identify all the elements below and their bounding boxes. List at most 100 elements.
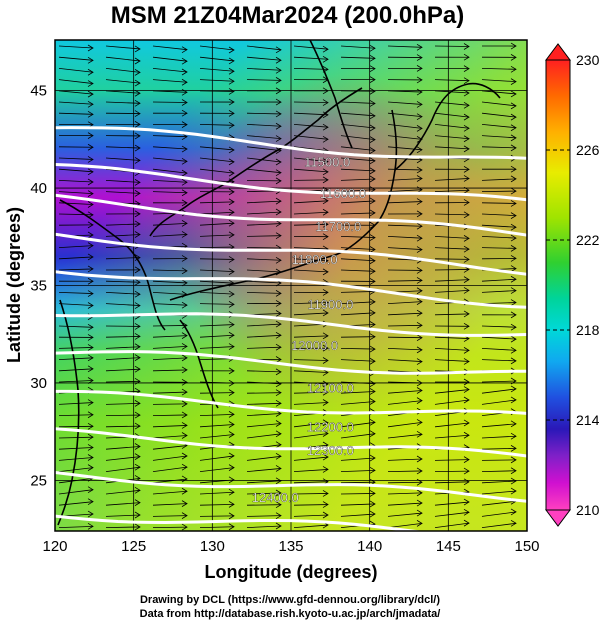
wind-arrow bbox=[434, 112, 470, 118]
wind-arrowhead bbox=[275, 522, 282, 530]
wind-arrowhead bbox=[510, 134, 517, 142]
x-axis-ticks: 120 125 130 135 140 145 150 bbox=[42, 538, 539, 555]
wind-arrowhead bbox=[275, 290, 282, 297]
wind-arrowhead bbox=[510, 90, 517, 98]
wind-arrow bbox=[152, 325, 188, 327]
wind-arrowhead bbox=[181, 178, 188, 186]
wind-arrowhead bbox=[181, 145, 188, 153]
wind-arrowhead bbox=[463, 519, 470, 527]
contour-line bbox=[55, 471, 527, 503]
wind-arrow bbox=[340, 291, 376, 293]
wind-arrow bbox=[199, 146, 235, 151]
wind-arrow bbox=[58, 45, 94, 49]
wind-arrow bbox=[152, 292, 188, 295]
wind-arrow bbox=[246, 124, 282, 127]
colorbar-scale bbox=[545, 59, 571, 511]
wind-arrowhead bbox=[228, 256, 235, 263]
wind-arrowhead bbox=[228, 169, 235, 177]
wind-arrowhead bbox=[181, 109, 188, 117]
wind-arrowhead bbox=[510, 144, 517, 152]
wind-arrowhead bbox=[510, 234, 517, 242]
wind-arrow bbox=[58, 477, 94, 484]
wind-arrow bbox=[293, 146, 329, 152]
wind-arrow bbox=[105, 380, 141, 383]
wind-arrow bbox=[199, 56, 235, 62]
wind-arrow bbox=[340, 124, 376, 129]
wind-arrowhead bbox=[510, 396, 517, 404]
wind-arrowhead bbox=[416, 379, 423, 387]
wind-arrow bbox=[481, 112, 517, 118]
wind-arrow bbox=[481, 325, 517, 328]
wind-arrow bbox=[199, 68, 235, 72]
colorbar-tick-label: 222 bbox=[576, 232, 599, 248]
wind-arrow bbox=[105, 336, 141, 338]
wind-arrow bbox=[434, 501, 470, 506]
colorbar-tick-label: 214 bbox=[576, 412, 599, 428]
wind-arrow bbox=[293, 312, 329, 316]
wind-arrowhead bbox=[228, 208, 235, 216]
wind-arrowhead bbox=[510, 432, 517, 440]
wind-arrowhead bbox=[463, 245, 470, 253]
wind-arrowhead bbox=[322, 220, 329, 228]
wind-arrow bbox=[293, 422, 329, 428]
wind-arrowhead bbox=[463, 89, 470, 97]
wind-arrow bbox=[58, 90, 94, 95]
wind-arrowhead bbox=[275, 389, 282, 397]
wind-arrow bbox=[434, 359, 470, 362]
wind-arrowhead bbox=[463, 431, 470, 439]
wind-arrow bbox=[293, 223, 329, 226]
wind-arrow bbox=[340, 112, 376, 117]
wind-arrow bbox=[152, 168, 188, 174]
wind-arrow bbox=[387, 301, 423, 304]
credit-drawing: Drawing by DCL (https://www.gfd-dennou.o… bbox=[139, 594, 441, 606]
wind-arrow bbox=[199, 246, 235, 248]
wind-arrow bbox=[152, 478, 188, 484]
wind-arrow bbox=[152, 346, 188, 349]
wind-arrow bbox=[246, 515, 282, 517]
wind-arrowhead bbox=[369, 76, 376, 83]
wind-arrowhead bbox=[463, 65, 470, 72]
contour-label: 12300.0 bbox=[307, 443, 354, 458]
wind-arrowhead bbox=[134, 210, 141, 218]
wind-arrowhead bbox=[463, 396, 470, 404]
wind-arrow bbox=[58, 292, 94, 294]
wind-arrowhead bbox=[322, 87, 329, 95]
wind-arrowhead bbox=[275, 158, 282, 166]
wind-arrow bbox=[387, 189, 423, 192]
wind-arrow bbox=[152, 68, 188, 73]
wind-arrowhead bbox=[369, 490, 376, 497]
wind-arrowhead bbox=[87, 498, 94, 506]
wind-arrowhead bbox=[369, 357, 376, 365]
wind-arrowhead bbox=[463, 467, 470, 475]
wind-arrow bbox=[58, 414, 94, 416]
wind-arrowhead bbox=[463, 199, 470, 206]
wind-arrow bbox=[481, 359, 517, 362]
wind-arrowhead bbox=[228, 57, 235, 65]
wind-arrowhead bbox=[510, 223, 517, 231]
wind-arrowhead bbox=[416, 298, 423, 305]
wind-arrow bbox=[434, 522, 470, 528]
wind-arrow bbox=[481, 470, 517, 472]
y-axis-label: Latitude (degrees) bbox=[4, 207, 24, 363]
wind-arrowhead bbox=[181, 267, 188, 275]
y-axis-ticks: 25 30 35 40 45 bbox=[30, 83, 47, 490]
wind-arrowhead bbox=[228, 67, 235, 75]
wind-arrowhead bbox=[134, 475, 141, 482]
wind-arrowhead bbox=[510, 113, 517, 121]
wind-arrowhead bbox=[322, 268, 329, 276]
wind-arrow bbox=[152, 357, 188, 360]
contour-label: 12100.0 bbox=[307, 381, 354, 396]
wind-arrow bbox=[340, 433, 376, 439]
wind-arrowhead bbox=[181, 322, 188, 329]
wind-arrow bbox=[152, 526, 188, 528]
wind-arrowhead bbox=[181, 512, 188, 519]
wind-arrowhead bbox=[134, 343, 141, 351]
wind-arrowhead bbox=[181, 88, 188, 96]
wind-arrowhead bbox=[87, 143, 94, 151]
wind-arrow bbox=[199, 234, 235, 237]
wind-arrowhead bbox=[416, 166, 423, 174]
wind-arrowhead bbox=[181, 169, 188, 177]
wind-arrowhead bbox=[369, 100, 376, 107]
wind-arrowhead bbox=[322, 453, 329, 461]
wind-arrow bbox=[199, 392, 235, 394]
